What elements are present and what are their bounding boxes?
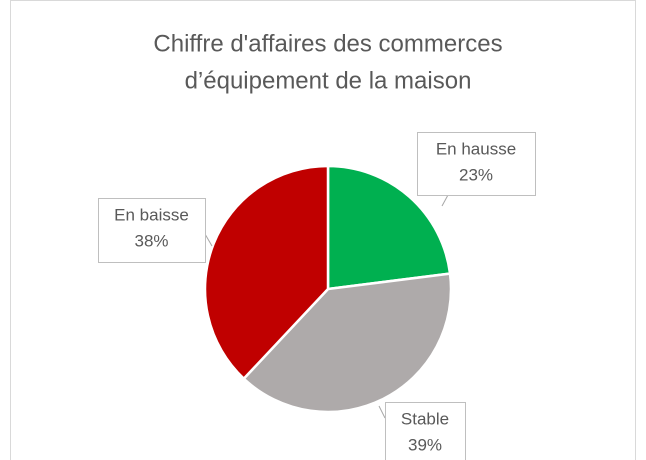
leader-line	[204, 233, 213, 247]
chart-title: d’équipement de la maison	[185, 67, 472, 94]
pie-slice	[326, 164, 452, 291]
category-label: Stable	[401, 409, 449, 428]
value-label: 23%	[459, 165, 493, 184]
category-label: En hausse	[436, 139, 516, 158]
category-label: En baisse	[114, 205, 189, 224]
label-box	[98, 198, 206, 263]
leader-line	[441, 194, 449, 207]
pie-slice	[242, 272, 453, 414]
label-box	[417, 132, 536, 196]
pie-slice	[203, 164, 330, 381]
chart-title: Chiffre d'affaires des commerces	[153, 30, 502, 57]
value-label: 38%	[134, 231, 168, 250]
label-box	[385, 402, 466, 460]
value-label: 39%	[408, 435, 442, 454]
leader-line	[378, 405, 386, 419]
